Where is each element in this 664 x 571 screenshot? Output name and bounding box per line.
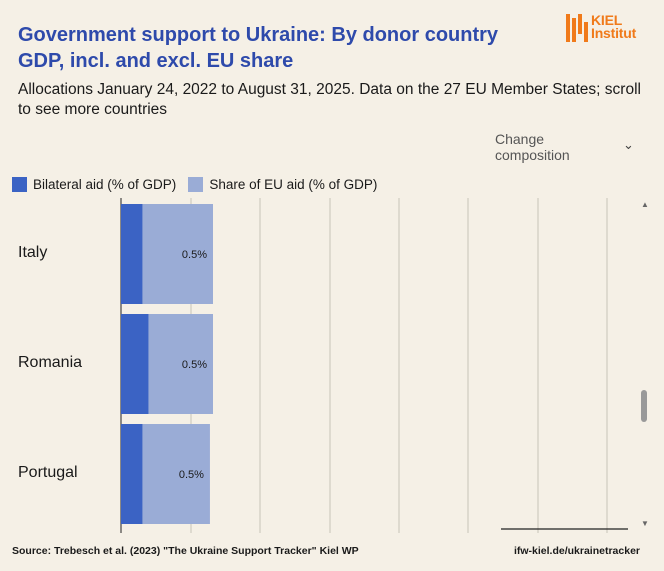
legend-item-eu-share: Share of EU aid (% of GDP) xyxy=(188,176,378,192)
bar-italy-bilateral[interactable] xyxy=(121,204,143,304)
chart-subtitle: Allocations January 24, 2022 to August 3… xyxy=(18,81,641,118)
bar-romania-bilateral[interactable] xyxy=(121,314,149,414)
bar-portugal-bilateral[interactable] xyxy=(121,424,143,524)
legend-item-bilateral: Bilateral aid (% of GDP) xyxy=(12,176,177,192)
chevron-down-icon: ⌄ xyxy=(623,137,634,152)
legend-label-bilateral: Bilateral aid (% of GDP) xyxy=(33,176,177,192)
category-label-italy: Italy xyxy=(18,244,48,261)
change-composition-dropdown[interactable]: Change composition ⌄ xyxy=(495,131,645,163)
bar-italy-eu-share[interactable] xyxy=(142,204,213,304)
scroll-down-arrow[interactable]: ▼ xyxy=(641,519,649,528)
source-link[interactable]: ifw-kiel.de/ukrainetracker xyxy=(513,545,640,557)
source-note: Source: Trebesch et al. (2023) "The Ukra… xyxy=(12,545,359,557)
data-label-portugal: 0.5% xyxy=(179,469,204,481)
legend: Bilateral aid (% of GDP) Share of EU aid… xyxy=(12,175,389,193)
scroll-up-arrow[interactable]: ▲ xyxy=(641,200,649,209)
kiel-institut-logo: KIEL Institut xyxy=(566,12,656,44)
category-label-portugal: Portugal xyxy=(18,464,78,481)
chart-title: Government support to Ukraine: By donor … xyxy=(18,24,499,72)
legend-label-eu-share: Share of EU aid (% of GDP) xyxy=(209,176,378,192)
kiel-logo-icon xyxy=(566,14,588,42)
change-composition-label: Change composition xyxy=(495,131,570,163)
logo-line-2: Institut xyxy=(591,25,637,41)
logo-line-1: KIEL xyxy=(591,12,623,28)
scrollbar-thumb[interactable] xyxy=(641,390,647,422)
data-label-italy: 0.5% xyxy=(182,249,207,261)
bar-romania-eu-share[interactable] xyxy=(148,314,213,414)
logo-text: KIEL Institut xyxy=(591,12,637,41)
bar-chart: 0.5% 0.5% 0.5% xyxy=(120,198,628,533)
chart-plot-area[interactable]: 0.5% 0.5% 0.5% xyxy=(0,198,664,533)
legend-swatch-eu-share xyxy=(188,176,204,192)
data-label-romania: 0.5% xyxy=(182,359,207,371)
legend-swatch-bilateral xyxy=(12,176,27,192)
category-label-romania: Romania xyxy=(18,354,83,371)
bar-portugal-eu-share[interactable] xyxy=(142,424,210,524)
